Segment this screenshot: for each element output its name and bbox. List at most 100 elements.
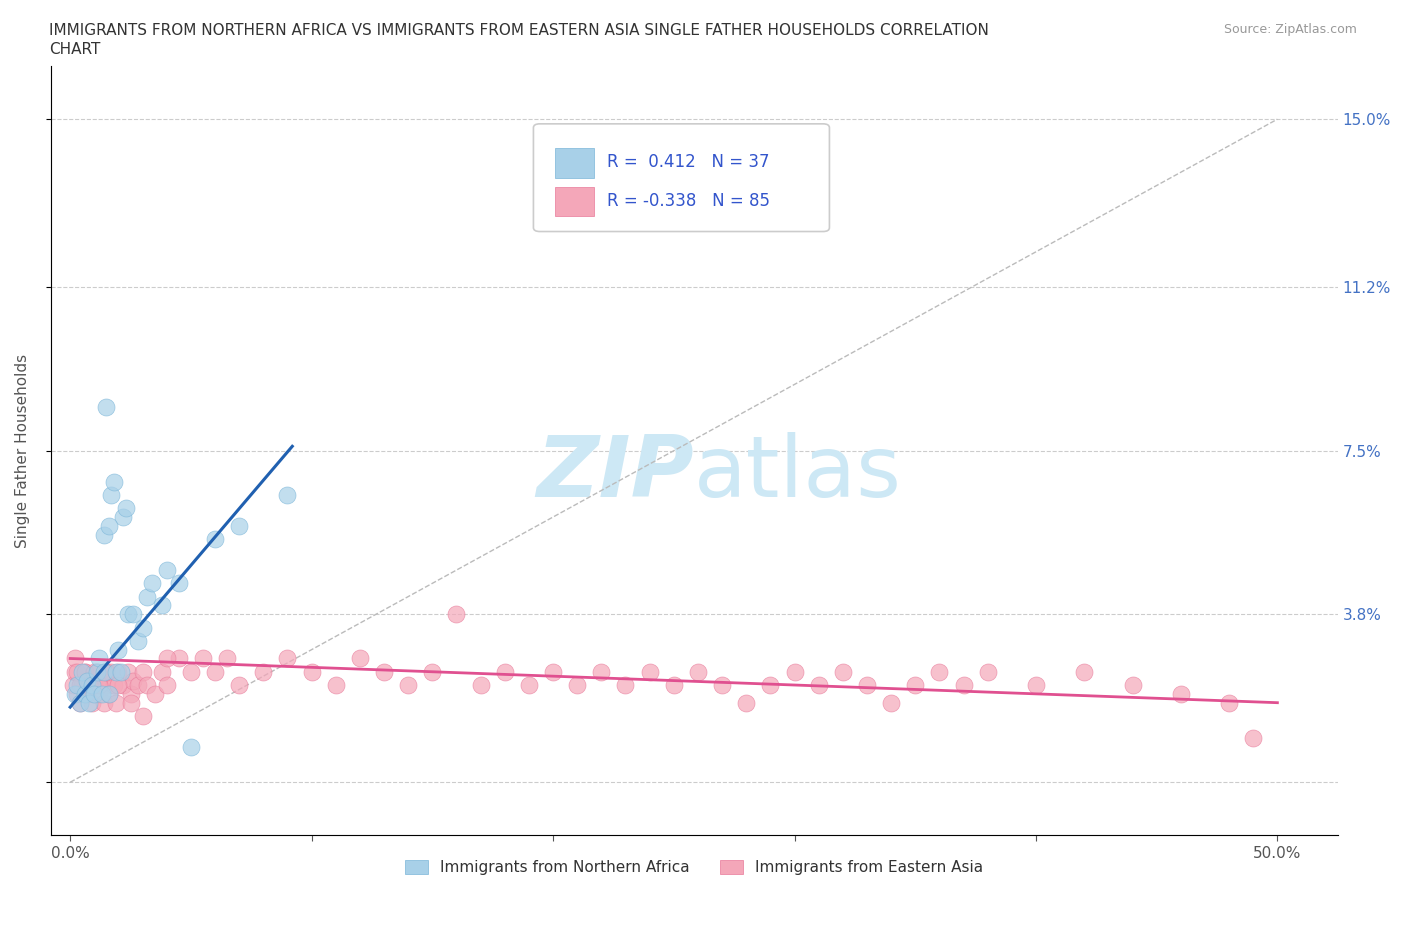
Point xyxy=(83,686,105,701)
Point xyxy=(76,686,98,701)
Point xyxy=(62,678,84,693)
Text: CHART: CHART xyxy=(49,42,101,57)
Point xyxy=(276,651,298,666)
Text: Source: ZipAtlas.com: Source: ZipAtlas.com xyxy=(1223,23,1357,36)
Point xyxy=(217,651,239,666)
Point xyxy=(614,678,637,693)
Point xyxy=(494,664,516,679)
Point xyxy=(97,686,120,701)
Point xyxy=(117,607,139,622)
Text: atlas: atlas xyxy=(695,432,903,515)
Point xyxy=(70,678,93,693)
Point xyxy=(1025,678,1047,693)
Point xyxy=(1073,664,1095,679)
Point xyxy=(79,678,101,693)
Point xyxy=(105,664,128,679)
Point xyxy=(136,678,159,693)
Point xyxy=(1121,678,1143,693)
Point xyxy=(517,678,540,693)
Point xyxy=(97,518,120,533)
Point xyxy=(96,664,118,679)
Point xyxy=(127,678,149,693)
Point xyxy=(97,686,120,701)
Point xyxy=(928,664,950,679)
Point xyxy=(131,664,153,679)
Point xyxy=(117,664,139,679)
Point xyxy=(90,686,112,701)
Point xyxy=(856,678,879,693)
Point xyxy=(66,664,89,679)
Text: R =  0.412   N = 37: R = 0.412 N = 37 xyxy=(607,153,769,171)
Point xyxy=(83,664,105,679)
Point xyxy=(141,576,163,591)
Point xyxy=(150,664,173,679)
Point xyxy=(638,664,661,679)
Point xyxy=(63,686,86,701)
Point xyxy=(131,620,153,635)
Point xyxy=(373,664,395,679)
Point xyxy=(63,664,86,679)
Point xyxy=(904,678,927,693)
Point xyxy=(446,607,468,622)
Point xyxy=(100,487,122,502)
Point xyxy=(831,664,853,679)
Point xyxy=(86,664,108,679)
Point xyxy=(69,696,91,711)
Point xyxy=(325,678,347,693)
Point xyxy=(396,678,419,693)
Point xyxy=(89,686,111,701)
Point xyxy=(167,576,190,591)
Point xyxy=(167,651,190,666)
Point xyxy=(1241,731,1264,746)
Point xyxy=(93,527,115,542)
Point xyxy=(204,532,226,547)
Point xyxy=(79,696,101,711)
Point xyxy=(156,563,179,578)
Point xyxy=(180,664,202,679)
Point xyxy=(66,686,89,701)
Point xyxy=(89,651,111,666)
Point xyxy=(107,678,129,693)
Point xyxy=(156,678,179,693)
Point xyxy=(204,664,226,679)
Point xyxy=(807,678,830,693)
Point xyxy=(783,664,806,679)
Point xyxy=(103,678,125,693)
Point xyxy=(114,500,136,515)
Point xyxy=(252,664,274,679)
Point xyxy=(107,643,129,658)
Point xyxy=(110,664,132,679)
Point xyxy=(131,709,153,724)
Point xyxy=(180,739,202,754)
Point xyxy=(759,678,782,693)
Point xyxy=(79,673,101,688)
Point xyxy=(120,696,142,711)
Point xyxy=(976,664,998,679)
Point xyxy=(1170,686,1192,701)
Point xyxy=(73,686,96,701)
Point xyxy=(107,664,129,679)
Point xyxy=(735,696,758,711)
Y-axis label: Single Father Households: Single Father Households xyxy=(15,353,30,548)
Point xyxy=(103,474,125,489)
Text: IMMIGRANTS FROM NORTHERN AFRICA VS IMMIGRANTS FROM EASTERN ASIA SINGLE FATHER HO: IMMIGRANTS FROM NORTHERN AFRICA VS IMMIG… xyxy=(49,23,988,38)
FancyBboxPatch shape xyxy=(533,124,830,232)
Point xyxy=(96,399,118,414)
Point xyxy=(191,651,214,666)
Point xyxy=(228,518,250,533)
Point xyxy=(73,664,96,679)
Point xyxy=(591,664,613,679)
Point xyxy=(952,678,974,693)
Point xyxy=(120,686,142,701)
Point xyxy=(73,664,96,679)
Point xyxy=(470,678,492,693)
Point xyxy=(69,696,91,711)
Point xyxy=(349,651,371,666)
Point xyxy=(150,598,173,613)
Point xyxy=(127,633,149,648)
Point xyxy=(122,673,145,688)
Text: ZIP: ZIP xyxy=(537,432,695,515)
Point xyxy=(276,487,298,502)
Point xyxy=(136,590,159,604)
Point xyxy=(112,678,135,693)
